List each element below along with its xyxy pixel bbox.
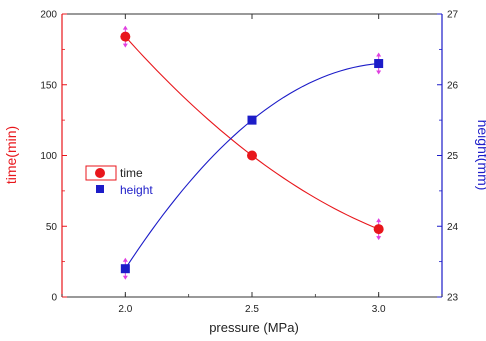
point-time bbox=[120, 31, 131, 42]
error-bar-cap-top bbox=[122, 25, 128, 30]
right-tick-label: 27 bbox=[447, 10, 459, 21]
legend-time-label: time bbox=[120, 166, 143, 180]
point-height bbox=[247, 115, 257, 125]
right-tick-label: 24 bbox=[447, 222, 459, 233]
right-tick-label: 26 bbox=[447, 80, 459, 91]
legend-height-marker bbox=[96, 185, 104, 193]
x-axis-ticks: 2.0 2.5 3.0 bbox=[61, 14, 443, 315]
series-markers bbox=[120, 31, 384, 274]
point-time bbox=[247, 150, 257, 161]
left-tick-label: 200 bbox=[40, 10, 57, 21]
error-bar-cap-bottom bbox=[376, 70, 382, 75]
right-axis-ticks: 23 24 25 26 27 bbox=[437, 10, 459, 304]
point-time bbox=[373, 224, 384, 235]
error-bar-cap-top bbox=[376, 52, 382, 57]
error-bar-cap-top bbox=[122, 257, 128, 262]
point-height bbox=[374, 59, 384, 69]
error-bar-cap-bottom bbox=[376, 236, 382, 241]
legend-time-swatch-box bbox=[85, 165, 117, 181]
legend-time-marker bbox=[95, 168, 105, 178]
x-tick-label: 2.5 bbox=[245, 304, 259, 315]
x-tick-label: 3.0 bbox=[372, 304, 386, 315]
x-tick-label: 2.0 bbox=[118, 304, 132, 315]
left-axis-title: time(min) bbox=[3, 126, 19, 184]
left-axis-ticks: 0 50 100 150 200 bbox=[40, 10, 67, 304]
right-tick-label: 25 bbox=[447, 151, 459, 162]
error-bar-cap-bottom bbox=[122, 275, 128, 280]
error-bar-cap-bottom bbox=[122, 43, 128, 48]
x-axis-title: pressure (MPa) bbox=[209, 320, 299, 335]
legend-height-label: height bbox=[120, 183, 153, 197]
legend: time height bbox=[85, 165, 153, 197]
left-tick-label: 0 bbox=[51, 293, 57, 304]
right-axis-title: height(mm) bbox=[475, 120, 486, 191]
left-tick-label: 150 bbox=[40, 80, 57, 91]
error-bar-cap-top bbox=[376, 218, 382, 223]
right-tick-label: 23 bbox=[447, 293, 459, 304]
left-tick-label: 100 bbox=[40, 151, 57, 162]
point-height bbox=[120, 264, 130, 274]
left-tick-label: 50 bbox=[46, 222, 58, 233]
series-line-time bbox=[124, 36, 379, 230]
series-line-height bbox=[124, 62, 379, 270]
